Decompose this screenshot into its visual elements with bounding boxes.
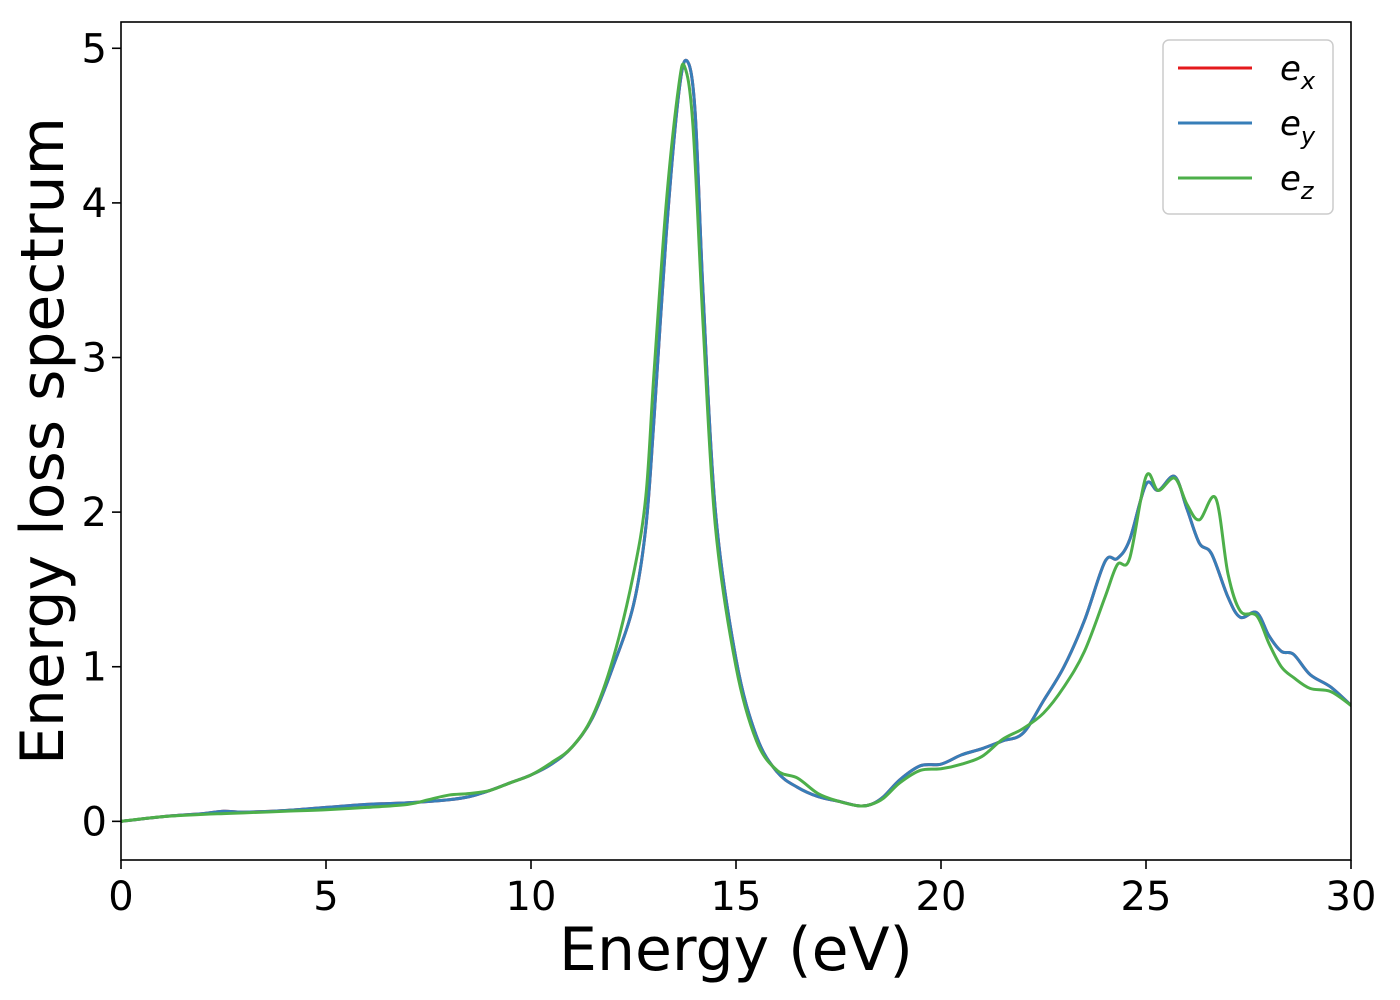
x-tick-label: 30 [1326, 874, 1377, 920]
y-tick-label: 1 [82, 645, 107, 691]
x-tick-label: 10 [506, 874, 557, 920]
x-axis: 0 5 10 15 20 25 30 [108, 860, 1376, 920]
x-tick-label: 20 [916, 874, 967, 920]
y-axis-title: Energy loss spectrum [8, 117, 78, 765]
y-tick-label: 4 [82, 181, 107, 227]
y-axis: 0 1 2 3 4 5 [82, 26, 121, 845]
legend-box [1162, 39, 1334, 215]
x-tick-label: 0 [108, 874, 133, 920]
series-layer [121, 58, 1351, 823]
y-tick-label: 0 [82, 799, 107, 845]
y-tick-label: 2 [82, 490, 107, 536]
y-tick-label: 5 [82, 26, 107, 72]
x-tick-label: 15 [711, 874, 762, 920]
y-tick-label: 3 [82, 336, 107, 382]
x-tick-label: 25 [1121, 874, 1172, 920]
x-tick-label: 5 [313, 874, 338, 920]
series-line-z [121, 62, 1351, 823]
x-axis-title: Energy (eV) [559, 915, 913, 985]
